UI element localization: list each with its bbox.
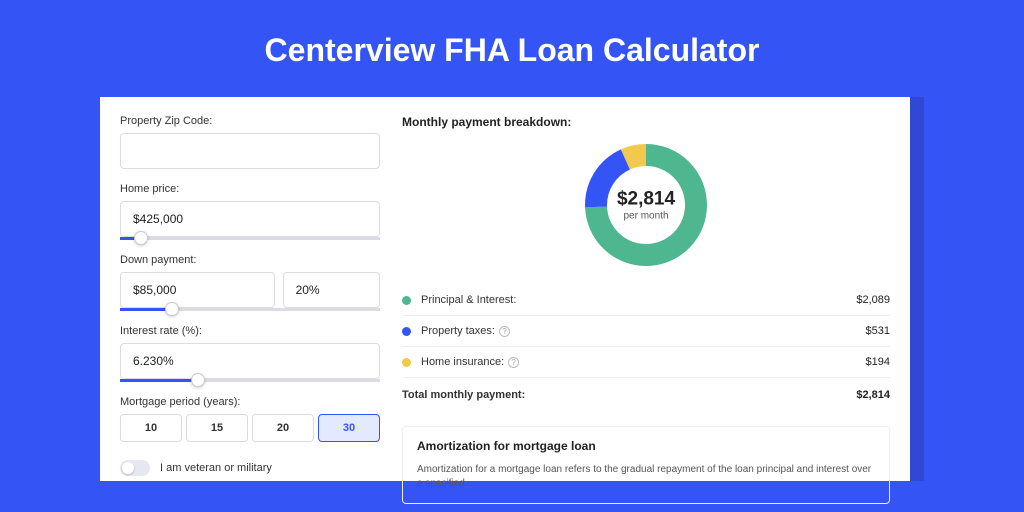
slider-thumb[interactable] <box>165 302 179 316</box>
form-column: Property Zip Code: Home price: Down paym… <box>120 115 380 481</box>
amortization-text: Amortization for a mortgage loan refers … <box>417 463 875 491</box>
zip-input[interactable] <box>120 133 380 169</box>
donut-amount: $2,814 <box>617 189 675 211</box>
zip-label: Property Zip Code: <box>120 115 380 127</box>
period-options: 10 15 20 30 <box>120 414 380 442</box>
zip-field: Property Zip Code: <box>120 115 380 169</box>
home-price-input[interactable] <box>120 201 380 237</box>
breakdown-column: Monthly payment breakdown: $2,814 per mo… <box>402 115 890 481</box>
breakdown-title: Monthly payment breakdown: <box>402 115 890 129</box>
period-label: Mortgage period (years): <box>120 396 380 408</box>
interest-rate-slider[interactable] <box>120 379 380 382</box>
value-taxes: $531 <box>866 325 890 337</box>
label-total: Total monthly payment: <box>402 389 856 401</box>
down-payment-field: Down payment: <box>120 254 380 311</box>
interest-rate-field: Interest rate (%): <box>120 325 380 382</box>
slider-thumb[interactable] <box>134 231 148 245</box>
dot-taxes <box>402 327 411 336</box>
value-total: $2,814 <box>856 389 890 401</box>
period-15-button[interactable]: 15 <box>186 414 248 442</box>
veteran-row: I am veteran or military <box>120 460 380 476</box>
donut-chart: $2,814 per month <box>402 143 890 267</box>
interest-rate-label: Interest rate (%): <box>120 325 380 337</box>
row-total: Total monthly payment: $2,814 <box>402 378 890 412</box>
period-20-button[interactable]: 20 <box>252 414 314 442</box>
slider-thumb[interactable] <box>191 373 205 387</box>
calculator-card: Property Zip Code: Home price: Down paym… <box>100 97 910 481</box>
info-icon[interactable]: ? <box>508 357 519 368</box>
row-insurance: Home insurance:? $194 <box>402 347 890 377</box>
veteran-label: I am veteran or military <box>160 462 272 474</box>
veteran-toggle[interactable] <box>120 460 150 476</box>
value-insurance: $194 <box>866 356 890 368</box>
row-taxes: Property taxes:? $531 <box>402 316 890 346</box>
down-payment-amount-input[interactable] <box>120 272 275 308</box>
card-shadow: Property Zip Code: Home price: Down paym… <box>100 97 924 481</box>
down-payment-slider[interactable] <box>120 308 380 311</box>
amortization-box: Amortization for mortgage loan Amortizat… <box>402 426 890 504</box>
home-price-field: Home price: <box>120 183 380 240</box>
interest-rate-input[interactable] <box>120 343 380 379</box>
donut-center: $2,814 per month <box>617 189 675 222</box>
donut-sub: per month <box>617 211 675 222</box>
period-10-button[interactable]: 10 <box>120 414 182 442</box>
page-title: Centerview FHA Loan Calculator <box>0 0 1024 97</box>
label-principal: Principal & Interest: <box>421 294 856 306</box>
down-payment-label: Down payment: <box>120 254 380 266</box>
home-price-label: Home price: <box>120 183 380 195</box>
row-principal: Principal & Interest: $2,089 <box>402 285 890 315</box>
period-field: Mortgage period (years): 10 15 20 30 <box>120 396 380 442</box>
period-30-button[interactable]: 30 <box>318 414 380 442</box>
down-payment-percent-input[interactable] <box>283 272 380 308</box>
info-icon[interactable]: ? <box>499 326 510 337</box>
dot-insurance <box>402 358 411 367</box>
label-taxes: Property taxes:? <box>421 325 866 337</box>
home-price-slider[interactable] <box>120 237 380 240</box>
label-insurance: Home insurance:? <box>421 356 866 368</box>
amortization-title: Amortization for mortgage loan <box>417 439 875 453</box>
dot-principal <box>402 296 411 305</box>
value-principal: $2,089 <box>856 294 890 306</box>
